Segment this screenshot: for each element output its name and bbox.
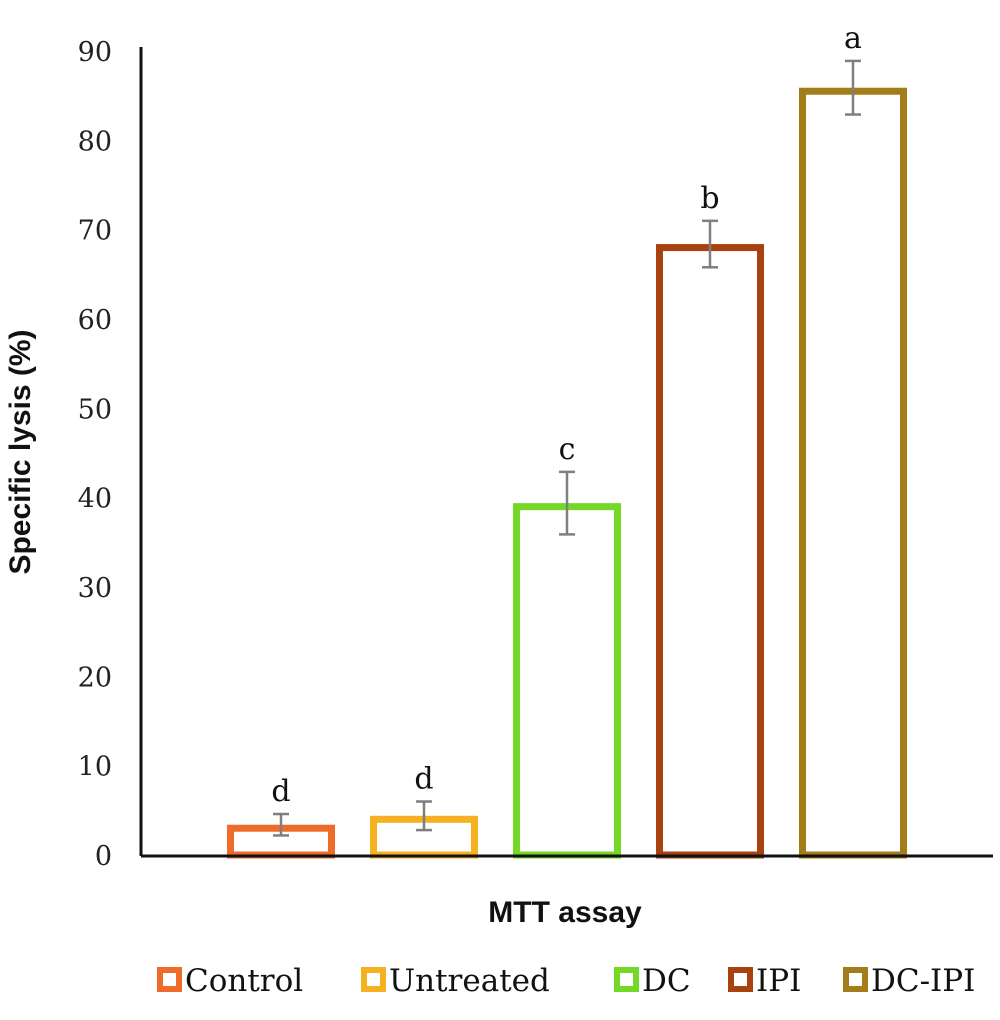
y-tick-label: 30 [78, 573, 112, 604]
legend-label-untreated: Untreated [389, 963, 550, 999]
significance-label: d [271, 774, 290, 809]
y-tick-label: 70 [78, 216, 112, 247]
legend-label-control: Control [185, 963, 303, 999]
y-tick-label: 60 [78, 305, 112, 336]
y-tick-label: 20 [78, 662, 112, 693]
significance-label: d [414, 762, 433, 797]
significance-labels-group: d d c b a [271, 21, 862, 809]
legend-label-dc: DC [642, 963, 691, 999]
error-bars-group [273, 59, 861, 837]
y-tick-label: 0 [95, 841, 112, 872]
y-axis-title: Specific lysis (%) [4, 329, 37, 574]
bar-dc [513, 503, 621, 859]
y-tick-label: 10 [78, 752, 112, 783]
legend: Control Untreated DC IPI DC-IPI [157, 963, 975, 999]
legend-label-dc-ipi: DC-IPI [871, 963, 975, 999]
legend-swatch-ipi [728, 967, 753, 992]
bar-ipi [656, 244, 764, 859]
significance-label: b [700, 181, 719, 216]
legend-swatch-dc [614, 967, 639, 992]
legend-label-ipi: IPI [756, 963, 801, 999]
bar-dc-ipi [799, 87, 907, 859]
legend-swatch-untreated [361, 967, 386, 992]
y-tick-label: 90 [78, 37, 112, 68]
significance-label: c [559, 432, 576, 467]
y-tick-label: 40 [78, 484, 112, 515]
legend-swatch-control [157, 967, 182, 992]
x-axis-title: MTT assay [488, 896, 642, 929]
y-axis-ticks: 0 10 20 30 40 50 60 70 80 90 [78, 37, 112, 872]
y-tick-label: 80 [78, 126, 112, 157]
legend-swatch-dc-ipi [843, 967, 868, 992]
y-tick-label: 50 [78, 394, 112, 425]
significance-label: a [844, 21, 862, 56]
